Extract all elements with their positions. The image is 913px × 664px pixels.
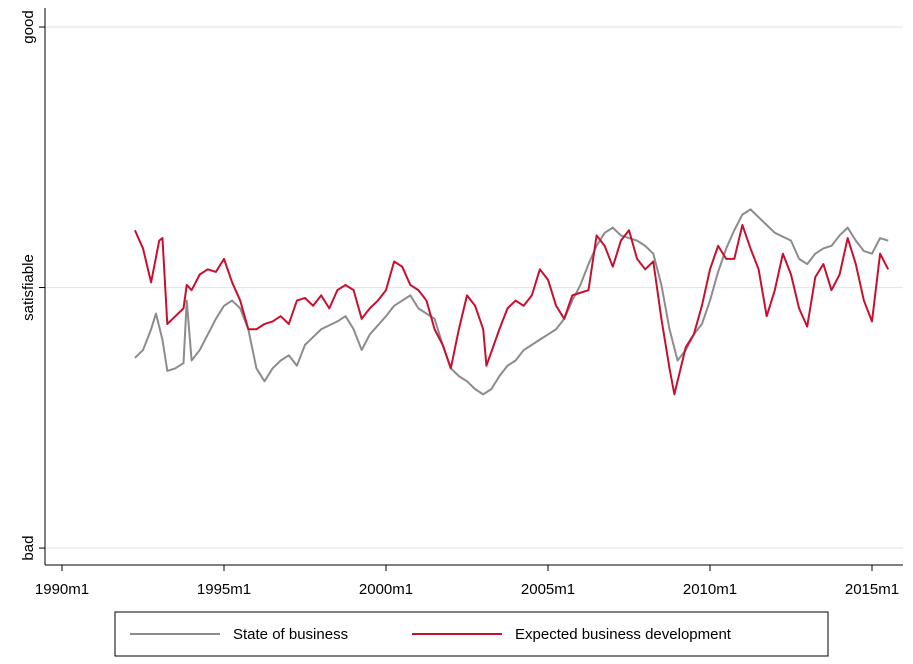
x-tick-label: 1990m1 [35,581,89,598]
y-tick-label: satisfiable [20,254,37,321]
series-line [134,208,889,396]
series-line [133,224,890,396]
legend-label: State of business [233,626,348,643]
x-tick-label: 2005m1 [521,581,575,598]
y-tick-label: good [20,10,37,43]
x-tick-label: 2010m1 [683,581,737,598]
x-tick-label: 2015m1 [845,581,899,598]
legend-label: Expected business development [515,626,732,643]
x-tick-label: 1995m1 [197,581,251,598]
y-tick-label: bad [20,536,37,561]
x-tick-label: 2000m1 [359,581,413,598]
